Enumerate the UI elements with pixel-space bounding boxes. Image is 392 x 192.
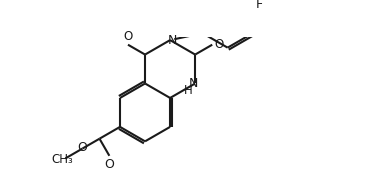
Text: N: N bbox=[167, 34, 177, 47]
Text: F: F bbox=[256, 0, 263, 11]
Text: O: O bbox=[104, 158, 114, 171]
Text: N: N bbox=[189, 77, 198, 90]
Text: O: O bbox=[78, 141, 87, 154]
Text: H: H bbox=[183, 84, 192, 97]
Text: CH₃: CH₃ bbox=[52, 153, 73, 166]
Text: O: O bbox=[214, 38, 223, 51]
Text: O: O bbox=[123, 30, 132, 43]
